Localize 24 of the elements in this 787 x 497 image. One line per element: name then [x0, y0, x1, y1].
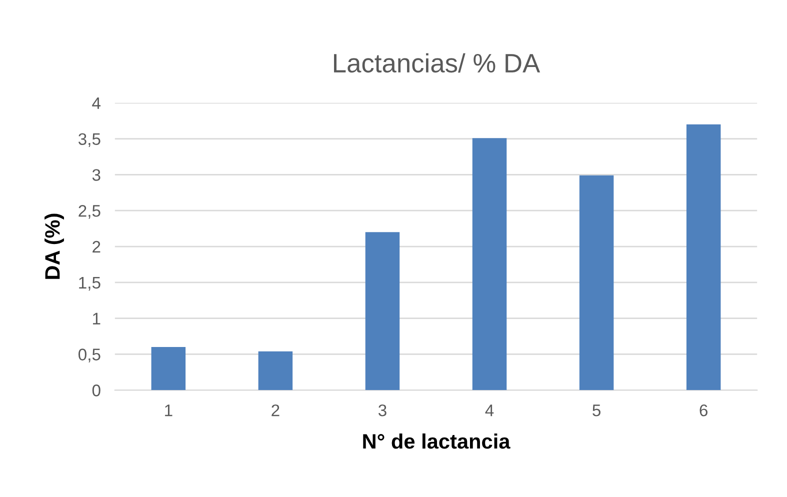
y-tick-label: 2 [92, 240, 100, 253]
x-tick-label: 1 [165, 404, 172, 416]
x-tick-label: 2 [272, 404, 280, 416]
bar [579, 175, 614, 390]
x-tick-label: 4 [485, 404, 494, 416]
y-tick-label: 1 [93, 312, 100, 324]
y-tick-label: 0 [92, 384, 100, 396]
x-axis-title: N° de lactancia [363, 433, 510, 449]
bar [258, 351, 293, 390]
y-tick-label: 3,5 [78, 133, 100, 147]
bar [151, 347, 186, 390]
bar [686, 124, 721, 390]
bar [472, 138, 507, 390]
bar [365, 232, 400, 390]
x-tick-label: 6 [700, 404, 708, 416]
y-tick-label: 0,5 [78, 348, 100, 362]
y-tick-label: 3 [92, 169, 100, 181]
chart-title: Lactancias/ % DA [334, 53, 540, 73]
y-tick-label: 1,5 [79, 276, 100, 291]
x-tick-label: 3 [378, 404, 386, 416]
y-tick-label: 4 [92, 97, 101, 109]
y-axis-title: DA (%) [44, 214, 64, 279]
y-tick-label: 2,5 [78, 205, 100, 219]
x-tick-label: 5 [592, 404, 600, 416]
